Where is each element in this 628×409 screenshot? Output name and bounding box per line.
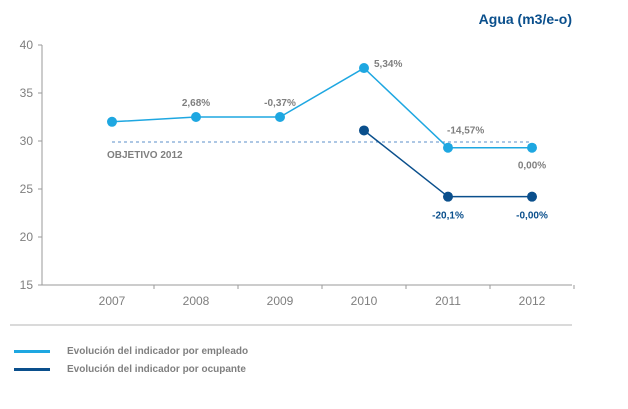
data-point-0	[107, 116, 117, 127]
data-label-1: -20,1%	[432, 211, 464, 222]
data-label-0: 0,00%	[518, 161, 546, 172]
y-tick-label: 20	[20, 230, 34, 244]
y-tick-label: 25	[20, 182, 34, 196]
data-point-0	[527, 142, 537, 153]
x-tick-label: 2007	[99, 294, 126, 308]
legend-label-empleado: Evolución del indicador por empleado	[67, 345, 249, 357]
data-label-0: 2,68%	[182, 98, 210, 109]
data-point-0	[191, 112, 201, 122]
x-tick-label: 2009	[267, 294, 294, 308]
data-point-0	[359, 63, 369, 74]
data-label-1: -0,00%	[516, 211, 548, 222]
objetivo-label: OBJETIVO 2012	[107, 150, 183, 161]
legend-swatch-ocupante	[14, 367, 50, 371]
chart-title: Agua (m3/e-o)	[478, 11, 572, 27]
data-point-0	[275, 112, 285, 122]
data-point-1	[359, 125, 369, 136]
data-point-0	[443, 142, 453, 153]
y-tick-label: 15	[20, 278, 34, 292]
data-label-0: -0,37%	[264, 98, 296, 109]
y-tick-label: 40	[20, 38, 34, 52]
data-label-0: -14,57%	[447, 126, 484, 137]
x-tick-label: 2010	[351, 294, 378, 308]
data-label-0: 5,34%	[374, 59, 402, 70]
legend-item-empleado: Evolución del indicador por empleado	[14, 342, 248, 360]
x-tick-label: 2008	[183, 294, 210, 308]
x-tick-label: 2011	[435, 294, 461, 308]
data-point-1	[443, 191, 453, 202]
legend-label-ocupante: Evolución del indicador por ocupante	[67, 363, 246, 375]
x-tick-label: 2012	[519, 294, 546, 308]
series-line-0	[111, 67, 532, 149]
series-line-1	[363, 129, 532, 198]
data-point-1	[527, 191, 537, 202]
chart-legend: Evolución del indicador por empleado Evo…	[14, 342, 248, 378]
y-tick-label: 35	[20, 86, 34, 100]
y-tick-label: 30	[20, 134, 34, 148]
legend-item-ocupante: Evolución del indicador por ocupante	[14, 360, 248, 378]
legend-swatch-empleado	[14, 349, 50, 353]
